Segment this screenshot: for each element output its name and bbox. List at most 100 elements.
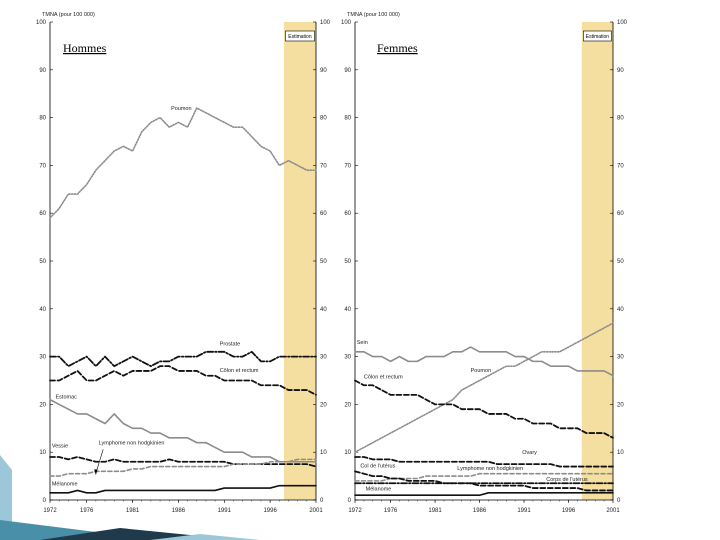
y-tick-label-left: 100	[341, 20, 352, 26]
y-tick-label-left: 20	[344, 402, 351, 408]
x-tick-label: 1976	[80, 508, 94, 514]
series-line-colon-et-rectum	[354, 379, 614, 439]
series-line-vessie	[49, 456, 317, 468]
x-tick-label: 1986	[473, 508, 487, 514]
deco-left-strip	[0, 455, 12, 540]
y-tick-label-left: 10	[39, 450, 46, 456]
y-tick-label-left: 70	[344, 163, 351, 169]
y-tick-label-left: 0	[43, 498, 47, 504]
x-tick-label: 1996	[263, 508, 277, 514]
y-tick-label-right: 50	[320, 259, 327, 265]
lymphome-arrow	[95, 449, 104, 474]
lymphome-arrow-head	[94, 469, 98, 476]
y-tick-label-right: 90	[320, 68, 327, 74]
series-label-melanome: Mélanome	[366, 486, 392, 492]
x-tick-label: 2001	[309, 508, 323, 514]
estimate-label: Estimation	[586, 34, 610, 40]
y-axis-title: TMNA (pour 100 000)	[347, 12, 400, 18]
estimate-band	[581, 22, 613, 500]
x-tick-label: 1981	[428, 508, 442, 514]
y-tick-label-right: 80	[617, 116, 624, 122]
y-tick-label-right: 20	[617, 402, 624, 408]
x-tick-label: 1986	[172, 508, 186, 514]
series-label-lymphome: Lymphome non hodgkinien	[99, 441, 165, 447]
y-tick-label-left: 90	[344, 68, 351, 74]
series-label-vessie: Vessie	[52, 443, 68, 449]
y-tick-label-right: 0	[617, 498, 621, 504]
panel-title-women: Femmes	[377, 41, 418, 55]
series-line-poumon	[49, 107, 317, 219]
y-tick-label-left: 30	[344, 355, 351, 361]
x-tick-label: 1996	[562, 508, 576, 514]
y-tick-label-left: 90	[39, 68, 46, 74]
y-tick-label-right: 10	[617, 450, 624, 456]
panel-title-men: Hommes	[63, 41, 107, 55]
series-label-prostate: Prostate	[220, 342, 240, 348]
series-line-lymphome-non-hodgkinien	[354, 472, 614, 482]
y-tick-label-right: 90	[617, 68, 624, 74]
estimate-label-box	[583, 30, 612, 42]
panel-women: Estimation 0 0 10 10 20 20 30 30 40 40 50 50 60 60 70 70…	[341, 12, 628, 514]
series-label-sein: Sein	[357, 340, 368, 346]
estimate-band	[283, 22, 316, 500]
series-label-estomac: Estomac	[56, 395, 78, 401]
series-line-melanome	[354, 492, 614, 497]
series-label-col: Col de l'utérus	[360, 463, 395, 469]
y-tick-label-right: 30	[320, 355, 327, 361]
series-label-poumon: Poumon	[171, 106, 192, 112]
y-tick-label-left: 10	[344, 450, 351, 456]
y-tick-label-left: 60	[39, 211, 46, 217]
y-tick-label-right: 100	[617, 20, 628, 26]
series-label-colon: Côlon et rectum	[220, 368, 259, 374]
y-tick-label-left: 20	[39, 402, 46, 408]
y-axis-title: TMNA (pour 100 000)	[42, 12, 95, 18]
y-tick-label-left: 60	[344, 211, 351, 217]
series-label-colon: Côlon et rectum	[364, 375, 403, 381]
x-tick-label: 2001	[606, 508, 620, 514]
series-label-melanome: Mélanome	[52, 482, 78, 488]
series-label-poumon: Poumon	[471, 368, 492, 374]
x-tick-label: 1976	[384, 508, 398, 514]
y-tick-label-left: 80	[344, 116, 351, 122]
series-label-ovary: Ovary	[522, 450, 537, 456]
estimate-label: Estimation	[288, 34, 312, 40]
series-label-lymphome: Lymphome non hodgkinien	[457, 466, 523, 472]
y-tick-label-left: 30	[39, 355, 46, 361]
y-tick-label-left: 70	[39, 163, 46, 169]
series-line-sein	[354, 346, 614, 377]
x-tick-label: 1981	[126, 508, 140, 514]
series-line-ovary	[354, 456, 614, 468]
series-label-corps: Corps de l'utérus	[546, 477, 588, 483]
y-tick-label-right: 0	[320, 498, 324, 504]
series-line-melanome	[49, 484, 317, 494]
series-line-poumon	[354, 322, 614, 453]
series-line-colon-et-rectum	[49, 365, 317, 396]
y-tick-label-left: 50	[344, 259, 351, 265]
y-tick-label-right: 40	[617, 307, 624, 313]
x-tick-label: 1991	[517, 508, 531, 514]
y-tick-label-left: 80	[39, 116, 46, 122]
y-tick-label-right: 20	[320, 402, 327, 408]
y-tick-label-left: 100	[36, 20, 47, 26]
series-line-col-de-l-uterus	[354, 470, 614, 492]
y-tick-label-left: 40	[39, 307, 46, 313]
slide-decoration	[0, 455, 260, 540]
y-tick-label-right: 10	[320, 450, 327, 456]
y-tick-label-right: 70	[617, 163, 624, 169]
deco-wedge-light	[150, 534, 260, 540]
panel-men: Estimation 0 0 10 10 20 20 30 30 40 40 50 50 60 60 70 70…	[36, 12, 331, 514]
series-line-prostate	[49, 350, 317, 368]
y-tick-label-right: 60	[320, 211, 327, 217]
y-tick-label-left: 50	[39, 259, 46, 265]
y-tick-label-right: 100	[320, 20, 331, 26]
y-tick-label-right: 60	[617, 211, 624, 217]
y-tick-label-right: 70	[320, 163, 327, 169]
series-line-lymphome-non-hodgkinien	[49, 458, 317, 477]
y-tick-label-left: 0	[348, 498, 352, 504]
series-line-estomac	[49, 398, 317, 463]
x-tick-label: 1972	[348, 508, 362, 514]
x-tick-label: 1972	[43, 508, 57, 514]
y-tick-label-right: 80	[320, 116, 327, 122]
y-tick-label-right: 30	[617, 355, 624, 361]
